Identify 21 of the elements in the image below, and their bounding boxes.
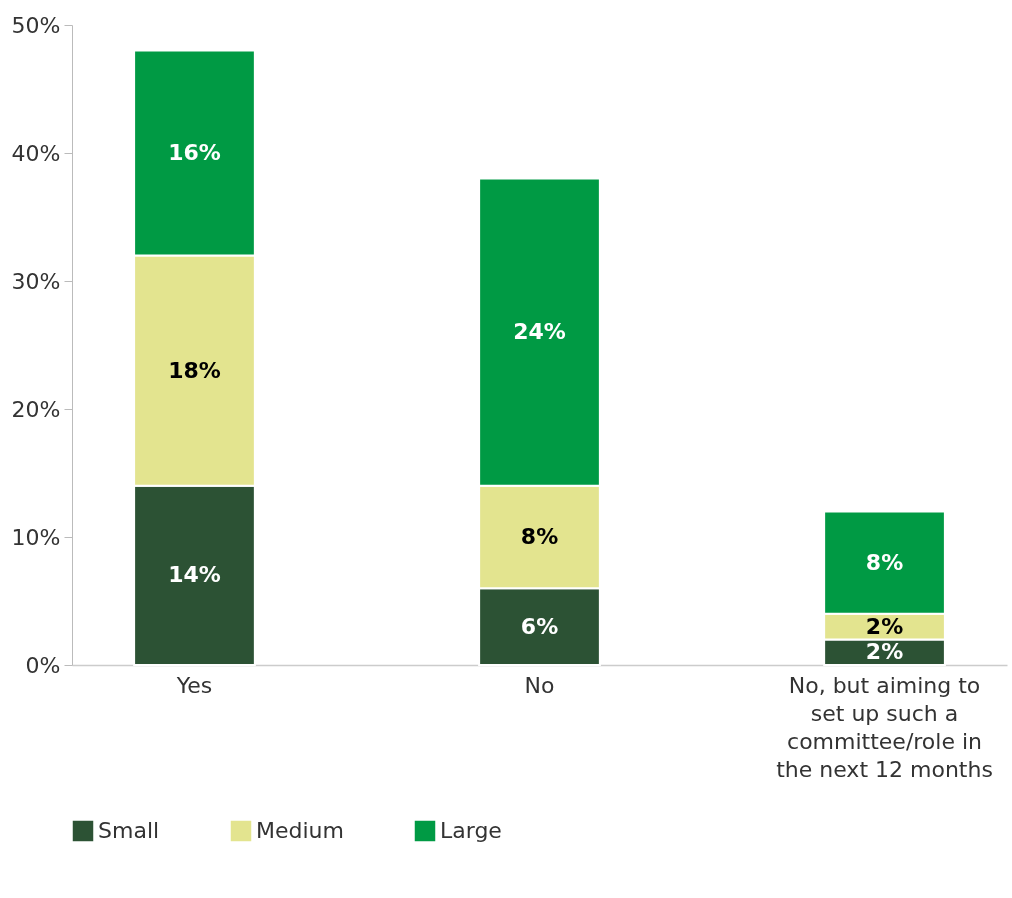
data-label: 14% <box>168 562 221 588</box>
y-tick-label: 20% <box>11 396 61 422</box>
data-label: 18% <box>168 357 221 383</box>
x-tick-label: Yes <box>175 672 213 698</box>
data-label: 2% <box>865 613 904 639</box>
legend-label: Medium <box>256 818 344 843</box>
data-label: 8% <box>865 549 904 575</box>
y-tick-label: 50% <box>11 12 61 38</box>
data-label: 6% <box>520 613 559 639</box>
y-tick-label: 0% <box>25 652 61 678</box>
x-tick-label: No, but aiming to set up such a committee/role in the next 12 months <box>776 672 993 782</box>
legend-label: Large <box>440 818 502 843</box>
data-label: 16% <box>168 140 221 165</box>
y-tick-label: 10% <box>11 524 61 550</box>
data-label: 8% <box>520 524 559 549</box>
data-label: 24% <box>513 319 566 345</box>
y-tick-label: 30% <box>11 268 61 294</box>
data-label: 2% <box>865 639 904 665</box>
x-tick-label: No <box>524 672 555 698</box>
y-tick-label: 40% <box>11 140 61 166</box>
legend-label: Small <box>98 818 160 843</box>
